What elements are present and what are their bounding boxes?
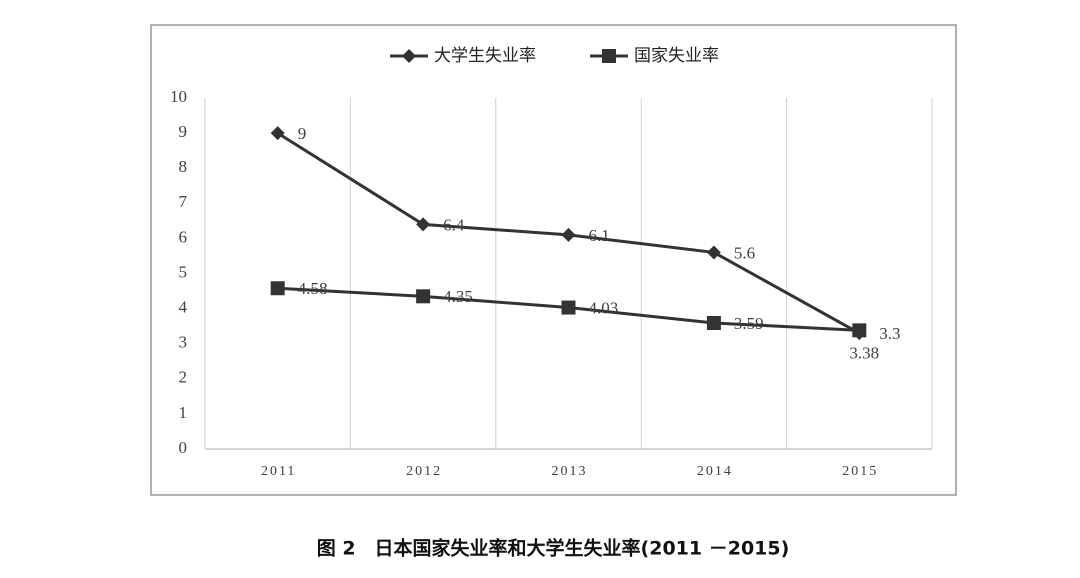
y-tick-label: 3 <box>179 333 188 352</box>
data-label: 6.1 <box>589 226 610 245</box>
data-label: 3.59 <box>734 314 764 333</box>
data-label: 4.58 <box>298 279 328 298</box>
data-label: 5.6 <box>734 243 755 262</box>
legend-label: 国家失业率 <box>634 46 719 66</box>
chart-frame <box>150 24 957 496</box>
marker <box>561 300 576 315</box>
data-label: 3.38 <box>849 343 879 362</box>
x-tick-label: 2013 <box>552 464 588 479</box>
x-tick-label: 2012 <box>406 464 442 479</box>
y-tick-label: 8 <box>179 157 188 176</box>
marker <box>416 217 431 232</box>
x-tick-label: 2014 <box>697 464 733 479</box>
marker <box>706 315 721 330</box>
marker <box>270 281 285 296</box>
y-tick-label: 7 <box>179 192 188 211</box>
marker <box>270 126 285 141</box>
data-label: 4.03 <box>589 298 619 317</box>
data-label: 9 <box>298 124 307 143</box>
y-tick-label: 4 <box>179 298 188 317</box>
x-tick-label: 2015 <box>842 464 878 479</box>
y-tick-label: 0 <box>179 438 188 457</box>
data-label: 6.4 <box>443 215 465 234</box>
x-tick-label: 2011 <box>261 464 296 479</box>
data-label: 3.3 <box>879 324 900 343</box>
y-tick-label: 6 <box>179 227 188 246</box>
legend-marker <box>602 49 616 63</box>
legend-marker <box>402 49 416 63</box>
data-label: 4.35 <box>443 287 473 306</box>
caption: 图 2 日本国家失业率和大学生失业率(2011 －2015) <box>317 537 790 560</box>
marker <box>416 289 431 304</box>
marker <box>706 245 721 260</box>
marker <box>561 227 576 242</box>
legend-label: 大学生失业率 <box>434 46 536 66</box>
y-tick-label: 5 <box>179 262 188 281</box>
y-tick-label: 2 <box>179 368 188 387</box>
y-tick-label: 9 <box>179 122 188 141</box>
y-tick-label: 1 <box>179 403 188 422</box>
y-tick-label: 10 <box>170 87 187 106</box>
marker <box>852 323 867 338</box>
